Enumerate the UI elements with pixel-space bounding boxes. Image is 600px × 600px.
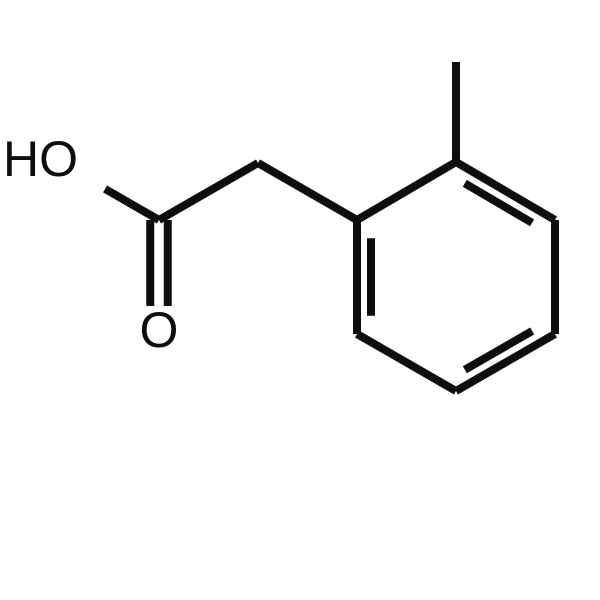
- bond: [357, 334, 456, 391]
- atom-label-O1: O: [140, 302, 179, 358]
- molecule-diagram: O HO: [0, 0, 600, 600]
- bond: [105, 189, 159, 220]
- bond: [258, 163, 357, 220]
- atom-label-O2: HO: [3, 131, 78, 187]
- bond: [357, 162, 456, 220]
- bond: [159, 163, 258, 220]
